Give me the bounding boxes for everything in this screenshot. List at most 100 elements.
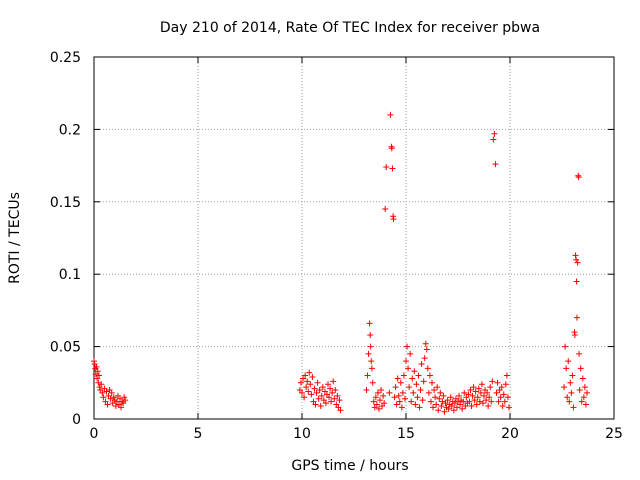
data-point xyxy=(465,391,472,398)
data-point xyxy=(570,404,577,411)
data-point xyxy=(393,401,400,408)
data-point xyxy=(319,384,326,391)
data-point xyxy=(328,398,335,405)
data-point xyxy=(406,384,413,391)
data-point xyxy=(432,394,439,401)
data-point xyxy=(326,394,333,401)
data-point xyxy=(421,355,428,362)
y-axis-label: ROTI / TECUs xyxy=(7,192,23,284)
data-point xyxy=(411,368,418,375)
data-point xyxy=(325,381,331,388)
data-point xyxy=(479,400,486,407)
data-point xyxy=(112,402,119,409)
data-point xyxy=(435,407,442,414)
data-point xyxy=(433,401,440,408)
data-point xyxy=(461,389,468,396)
data-point xyxy=(504,394,511,401)
data-point xyxy=(567,379,574,386)
data-point xyxy=(448,402,455,409)
data-point xyxy=(369,379,376,386)
data-point xyxy=(301,394,308,401)
data-point xyxy=(368,358,375,365)
data-point xyxy=(400,372,407,379)
data-point xyxy=(484,389,491,396)
data-point xyxy=(425,389,432,396)
data-point xyxy=(439,398,446,405)
data-point xyxy=(569,372,576,379)
data-point xyxy=(481,392,487,399)
data-point xyxy=(420,378,427,385)
data-point xyxy=(392,384,399,391)
data-point xyxy=(427,398,434,405)
data-point xyxy=(318,392,325,399)
y-tick-label: 0.05 xyxy=(50,340,81,356)
data-point xyxy=(95,379,102,386)
data-point xyxy=(497,394,504,401)
y-tick-label: 0.1 xyxy=(59,267,81,283)
data-point xyxy=(373,401,380,408)
data-point xyxy=(403,358,409,365)
data-point xyxy=(309,374,316,381)
data-point xyxy=(578,398,585,405)
data-point xyxy=(372,394,379,401)
data-point xyxy=(498,384,505,391)
data-point xyxy=(315,395,322,402)
data-point xyxy=(415,372,422,379)
data-point xyxy=(312,401,319,408)
data-point xyxy=(447,394,454,401)
data-point xyxy=(573,278,580,285)
data-point xyxy=(472,388,479,395)
data-point xyxy=(488,398,495,405)
data-point xyxy=(572,252,579,259)
data-point xyxy=(334,392,341,399)
data-point xyxy=(363,387,370,394)
data-point xyxy=(308,391,315,398)
data-point xyxy=(401,395,408,402)
data-point xyxy=(399,389,406,396)
axis-ticks: 0 5 10 15 20 25 0 0.05 0.1 0.15 0.2 0.25 xyxy=(50,50,623,442)
data-point xyxy=(471,397,478,404)
data-point xyxy=(95,372,102,379)
data-point xyxy=(573,256,580,263)
data-point xyxy=(493,389,500,396)
data-point xyxy=(571,332,578,339)
data-point xyxy=(336,397,343,404)
data-point xyxy=(98,381,105,388)
data-point xyxy=(575,174,582,181)
data-point xyxy=(317,402,324,409)
data-point xyxy=(303,384,310,391)
data-point xyxy=(430,404,437,411)
y-tick-label: 0.2 xyxy=(59,122,81,138)
data-point xyxy=(561,384,568,391)
data-point xyxy=(382,206,389,213)
x-tick-label: 5 xyxy=(194,426,203,442)
y-tick-label: 0.15 xyxy=(50,195,81,211)
data-point xyxy=(468,402,475,409)
data-point xyxy=(429,379,435,386)
data-point xyxy=(329,389,336,396)
data-point xyxy=(375,405,382,412)
data-point xyxy=(302,372,309,379)
data-point xyxy=(366,320,373,327)
data-point xyxy=(396,398,403,405)
data-point xyxy=(380,392,387,399)
data-point xyxy=(475,385,482,392)
x-tick-label: 15 xyxy=(397,426,415,442)
data-point xyxy=(499,402,506,409)
x-tick-label: 25 xyxy=(605,426,623,442)
data-point xyxy=(331,395,338,402)
data-point xyxy=(444,397,451,404)
data-point xyxy=(122,397,129,404)
y-tick-label: 0.25 xyxy=(50,50,81,66)
data-point xyxy=(386,389,393,396)
data-point xyxy=(390,216,397,223)
data-point xyxy=(564,394,571,401)
plot-frame xyxy=(93,56,615,420)
data-point xyxy=(103,388,110,395)
data-point xyxy=(306,369,313,376)
data-point xyxy=(492,161,499,168)
data-point xyxy=(367,343,374,350)
data-point xyxy=(495,398,502,405)
data-point xyxy=(418,360,425,367)
data-point xyxy=(434,384,441,391)
